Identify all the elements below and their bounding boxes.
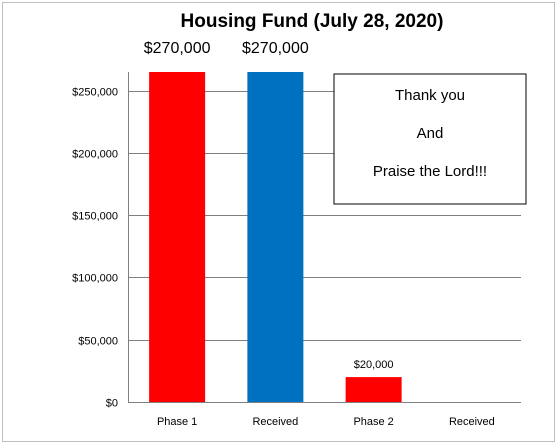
annotation-line-praise: Praise the Lord!!! — [373, 163, 487, 180]
y-tick-label: $100,000 — [72, 273, 118, 285]
y-tick-label: $0 — [106, 398, 118, 410]
bar — [149, 72, 206, 402]
x-tick-label: Phase 2 — [353, 416, 393, 428]
x-axis: Phase 1 Received Phase 2 Received — [157, 416, 495, 428]
y-tick-label: $50,000 — [78, 336, 118, 348]
y-tick-label: $200,000 — [72, 149, 118, 161]
annotation-line-thank-you: Thank you — [395, 87, 465, 104]
x-tick-label: Received — [449, 416, 495, 428]
annotation-line-and: And — [417, 125, 444, 142]
chart-title: Housing Fund (July 28, 2020) — [181, 11, 444, 32]
y-axis: $0 $50,000 $100,000 $150,000 $200,000 $250,00… — [72, 72, 129, 410]
bar — [345, 377, 402, 402]
y-tick-label: $250,000 — [72, 87, 118, 99]
x-tick-label: Received — [252, 416, 298, 428]
y-tick-label: $150,000 — [72, 211, 118, 223]
bars — [149, 72, 402, 402]
x-tick-label: Phase 1 — [157, 416, 197, 428]
data-labels: $270,000 $270,000 $20,000 — [144, 40, 394, 371]
bar — [247, 72, 304, 402]
annotation-box-border — [333, 73, 527, 205]
annotation-box: Thank you And Praise the Lord!!! — [333, 73, 527, 205]
data-label: $20,000 — [354, 359, 394, 371]
data-label: $270,000 — [144, 40, 211, 57]
data-label: $270,000 — [242, 40, 309, 57]
